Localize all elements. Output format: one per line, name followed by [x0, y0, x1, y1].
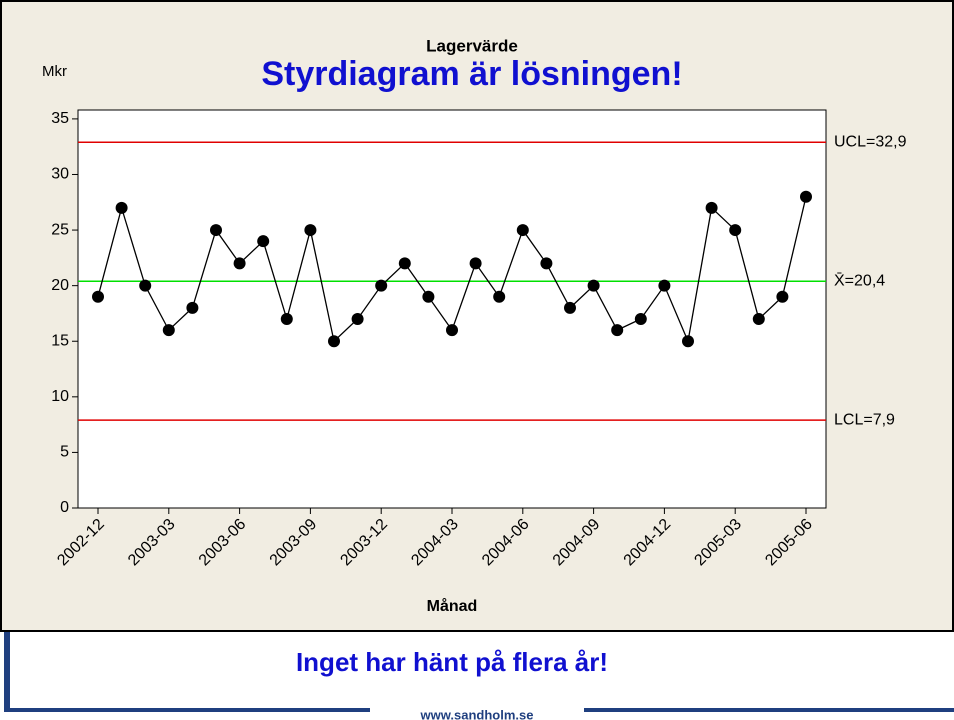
data-point — [540, 257, 553, 270]
data-point — [210, 224, 222, 237]
data-point — [186, 301, 199, 314]
data-point — [682, 335, 694, 348]
data-point — [634, 313, 647, 326]
y-tick-label: 15 — [51, 332, 69, 349]
y-tick-label: 25 — [51, 221, 69, 238]
data-point — [398, 257, 411, 270]
data-point — [351, 313, 364, 326]
data-point — [304, 224, 317, 237]
data-point — [92, 290, 104, 303]
headline: Styrdiagram är lösningen! — [261, 55, 682, 93]
data-point — [705, 201, 718, 214]
control-label: UCL=32,9 — [834, 133, 907, 150]
data-point — [611, 324, 624, 337]
y-axis-label: Mkr — [42, 63, 67, 80]
data-point — [469, 257, 482, 270]
data-point — [375, 279, 388, 292]
footer: www.sandholm.se — [420, 707, 534, 720]
y-tick-label: 30 — [51, 166, 69, 183]
data-point — [115, 201, 128, 214]
y-tick-label: 5 — [60, 444, 69, 461]
data-point — [658, 279, 671, 292]
data-point — [162, 324, 175, 337]
data-point — [516, 224, 529, 237]
left-bar — [4, 632, 10, 712]
caption: Inget har hänt på flera år! — [296, 647, 608, 677]
data-point — [800, 190, 812, 203]
data-point — [422, 290, 435, 303]
x-axis-label: Månad — [427, 597, 478, 615]
data-point — [328, 335, 340, 348]
data-point — [233, 257, 246, 270]
chart-title: Lagervärde — [426, 36, 518, 55]
y-tick-label: 20 — [51, 277, 69, 294]
control-label: LCL=7,9 — [834, 411, 895, 428]
data-point — [564, 301, 576, 314]
data-point — [139, 279, 152, 292]
footer-bg — [370, 702, 584, 720]
data-point — [257, 235, 270, 248]
y-tick-label: 0 — [60, 499, 69, 516]
control-label: X̄=20,4 — [834, 272, 885, 289]
data-point — [752, 313, 765, 326]
data-point — [280, 313, 293, 326]
y-tick-label: 35 — [51, 110, 69, 127]
data-point — [776, 290, 789, 303]
data-point — [587, 279, 600, 292]
y-tick-label: 10 — [51, 388, 69, 405]
data-point — [729, 224, 742, 237]
data-point — [446, 324, 458, 337]
data-point — [493, 290, 506, 303]
plot-area — [77, 109, 827, 509]
